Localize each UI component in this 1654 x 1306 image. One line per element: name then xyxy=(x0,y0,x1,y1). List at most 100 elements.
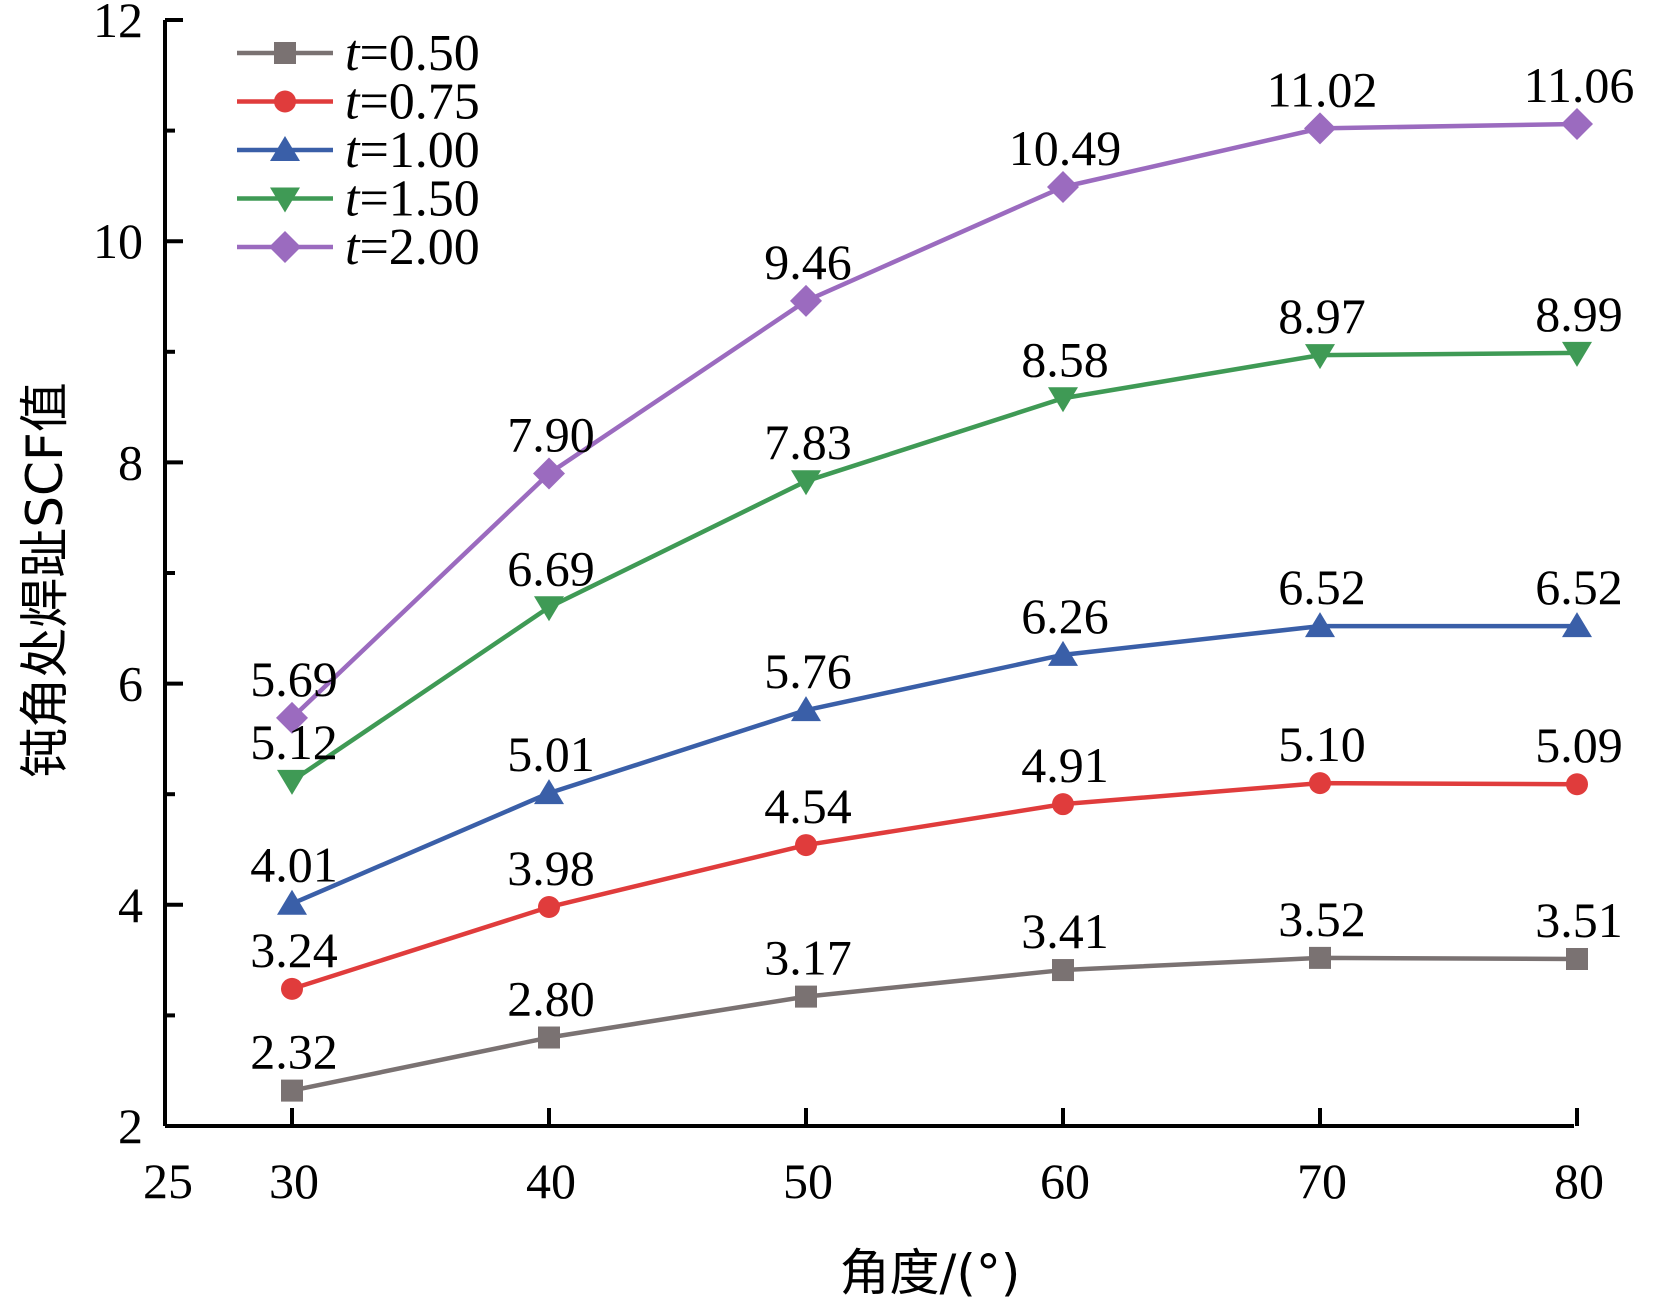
series-line xyxy=(291,623,1577,906)
data-point xyxy=(1309,772,1331,795)
data-point xyxy=(790,284,822,317)
x-tick-label: 50 xyxy=(783,1153,833,1209)
data-label: 3.52 xyxy=(1278,891,1366,947)
data-label: 8.97 xyxy=(1278,288,1366,344)
data-label: 5.10 xyxy=(1278,716,1366,772)
y-tick-label: 12 xyxy=(93,0,143,48)
data-label: 6.26 xyxy=(1021,588,1109,644)
legend-label: t=1.50 xyxy=(345,171,480,228)
data-point xyxy=(1561,107,1593,140)
y-tick-label: 6 xyxy=(118,656,143,712)
data-point xyxy=(1562,612,1592,638)
data-label: 8.58 xyxy=(1021,331,1109,387)
data-label: 3.17 xyxy=(764,930,852,986)
data-point xyxy=(538,1026,560,1049)
legend-label: t=0.50 xyxy=(345,25,480,82)
data-label: 10.49 xyxy=(1009,120,1122,176)
data-point xyxy=(1566,773,1588,796)
data-label: 9.46 xyxy=(764,234,852,290)
series-line xyxy=(291,780,1578,991)
legend-item: t=0.75 xyxy=(237,74,480,131)
data-label: 3.41 xyxy=(1021,903,1109,959)
legend-item: t=0.50 xyxy=(237,25,480,82)
legend-marker xyxy=(274,90,296,113)
data-point xyxy=(1052,959,1074,982)
y-tick-label: 2 xyxy=(118,1098,143,1154)
series-diamond xyxy=(276,107,1593,734)
series-square xyxy=(281,946,1588,1102)
legend-marker xyxy=(270,136,300,161)
data-point xyxy=(277,889,307,915)
legend: t=0.50t=0.75t=1.00t=1.50t=2.00 xyxy=(237,25,480,276)
data-point xyxy=(534,779,564,805)
series-triangle-down xyxy=(277,341,1592,795)
data-label: 11.06 xyxy=(1524,57,1635,113)
series-line xyxy=(291,955,1578,1093)
data-point xyxy=(1305,612,1335,638)
data-point xyxy=(795,834,817,857)
series-line xyxy=(290,350,1578,783)
data-label: 7.90 xyxy=(507,406,595,462)
legend-item: t=2.00 xyxy=(237,219,480,276)
data-point xyxy=(1048,387,1078,413)
data-point xyxy=(281,1079,303,1102)
data-point xyxy=(791,696,821,722)
legend-label: t=0.75 xyxy=(345,74,480,131)
x-tick-label: 80 xyxy=(1554,1153,1604,1209)
data-point xyxy=(533,457,565,490)
data-label: 3.24 xyxy=(250,922,338,978)
data-point xyxy=(1562,341,1592,367)
y-tick-label: 4 xyxy=(118,877,143,933)
data-point xyxy=(1304,112,1336,145)
y-tick-label: 10 xyxy=(93,213,143,269)
data-point xyxy=(1305,344,1335,370)
data-label: 11.02 xyxy=(1267,61,1378,117)
series-triangle-up xyxy=(277,612,1592,915)
series-circle xyxy=(281,772,1588,1000)
series-layer xyxy=(276,107,1593,1102)
data-label: 4.54 xyxy=(764,778,852,834)
data-label: 5.09 xyxy=(1535,717,1623,773)
data-point xyxy=(538,896,560,919)
data-label: 4.91 xyxy=(1021,737,1109,793)
data-label: 5.12 xyxy=(250,714,338,770)
x-tick-label: 60 xyxy=(1040,1153,1090,1209)
legend-item: t=1.00 xyxy=(237,122,480,179)
data-label: 5.01 xyxy=(507,726,595,782)
data-point xyxy=(1566,947,1588,970)
x-tick-label: 70 xyxy=(1297,1153,1347,1209)
data-label: 6.69 xyxy=(507,540,595,596)
data-label: 4.01 xyxy=(250,837,338,893)
x-tick-label: 30 xyxy=(269,1153,319,1209)
data-label: 2.32 xyxy=(250,1024,338,1080)
y-tick-label: 8 xyxy=(118,434,143,490)
data-label: 8.99 xyxy=(1535,286,1623,342)
data-point xyxy=(791,470,821,496)
data-point xyxy=(277,769,307,795)
data-label: 6.52 xyxy=(1278,559,1366,615)
data-label: 3.51 xyxy=(1535,892,1623,948)
data-labels: 2.32 2.80 3.17 3.41 3.52 3.51 3.24 3.98 4.54 4.91… xyxy=(250,57,1634,1080)
data-point xyxy=(1309,946,1331,969)
data-point xyxy=(276,701,308,734)
y-axis-title: 钝角处焊趾SCF值 xyxy=(16,382,74,777)
data-point xyxy=(534,596,564,622)
data-point xyxy=(795,985,817,1008)
legend-marker xyxy=(274,42,296,64)
data-label: 7.83 xyxy=(764,414,852,470)
x-tick-label: 25 xyxy=(143,1153,193,1209)
data-label: 5.69 xyxy=(250,651,338,707)
legend-marker xyxy=(270,187,300,213)
x-axis-title: 角度/(°) xyxy=(840,1244,1021,1302)
data-point xyxy=(1048,640,1078,666)
data-point xyxy=(281,977,303,1000)
data-point xyxy=(1047,171,1079,204)
legend-label: t=1.00 xyxy=(345,122,480,179)
data-label: 2.80 xyxy=(507,971,595,1027)
data-label: 6.52 xyxy=(1535,559,1623,615)
data-label: 3.98 xyxy=(507,840,595,896)
data-label: 5.76 xyxy=(764,643,852,699)
legend-marker xyxy=(269,231,301,263)
x-tick-label: 40 xyxy=(526,1153,576,1209)
